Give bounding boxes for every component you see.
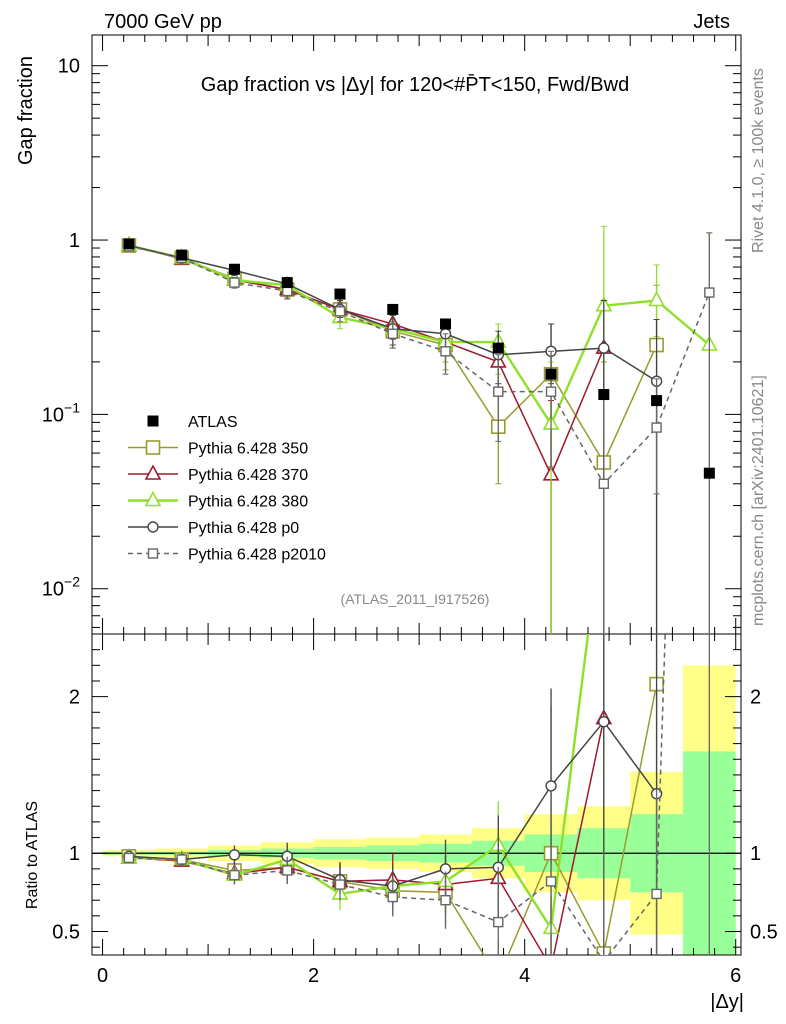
ratio-y-tick-label: 2 [69,687,80,709]
y-tick-label-base: 10 [42,579,64,601]
y-tick-label: 10 [58,56,80,78]
legend-label: Pythia 6.428 p2010 [188,547,326,564]
x-tick-label: 4 [519,965,530,987]
atlas-data-point [334,288,346,300]
legend-marker [147,521,159,533]
legend-marker [144,464,162,480]
ratio-data-point [492,972,505,985]
ratio-series-pythia-6-428-370 [120,634,613,973]
data-point [493,386,504,397]
data-point [648,290,665,307]
series-line [128,245,711,486]
x-tick-label: 0 [97,965,108,987]
ratio-plot-series [120,634,710,985]
x-tick-label: 2 [308,965,319,987]
ratio-y-axis-title: Ratio to ATLAS [24,801,41,909]
data-point [229,277,240,288]
y-tick-label-exponent: −1 [64,399,80,415]
atlas-data-point [228,263,240,275]
atlas-data-point [281,277,293,289]
legend-label: Pythia 6.428 p0 [188,520,299,537]
ratio-data-point [387,891,398,903]
ratio-data-point [598,715,610,728]
data-point [545,386,557,397]
legend-label: Pythia 6.428 350 [188,441,308,458]
main-y-axis-title: Gap fraction [15,56,37,165]
ratio-data-point [440,894,451,906]
ratio-data-point [334,879,346,890]
y-tick-label-exponent: −2 [64,574,80,590]
data-point [387,328,398,339]
ratio-y-tick-label-right: 1 [750,843,761,865]
rivet-version-label: Rivet 4.1.0, ≥ 100k events [750,68,767,253]
x-axis-title: |Δy| [710,991,744,1013]
main-plot-series [120,225,718,634]
legend-label: Pythia 6.428 370 [188,467,308,484]
y-tick-label-base: 10 [42,404,64,426]
atlas-data-point [703,467,715,479]
atlas-data-point [440,318,452,330]
legend-label: Pythia 6.428 380 [188,494,308,511]
ratio-data-point [493,916,504,928]
atlas-data-point [651,395,663,407]
atlas-data-point [492,342,504,354]
ratio-y-tick-label-right: 2 [750,687,761,709]
atlas-data-point [176,249,188,261]
data-point [598,342,610,354]
chart-title: Gap fraction vs |Δy| for 120<#P̄T<150, F… [201,73,629,96]
ratio-y-tick-label: 1 [69,843,80,865]
legend-marker [145,440,161,455]
energy-label: 7000 GeV pp [104,11,222,33]
series-pythia-6-428-370 [120,235,613,634]
atlas-data-point [545,368,557,380]
data-point [440,346,451,357]
legend-marker [147,548,159,559]
data-point [704,287,715,298]
y-tick-label: 1 [69,230,80,252]
ratio-data-point [651,888,662,900]
series-atlas [123,238,715,479]
ratio-plot-axes: 0.5 0.5 1 1 2 2 0 2 4 6 [52,633,778,987]
data-point [651,422,662,433]
process-label: Jets [693,11,730,33]
mcplots-credit-label: mcplots.cern.ch [arXiv:2401.10621] [750,375,767,626]
ratio-data-point [282,865,293,876]
y-tick-label: 10−1 [42,399,80,426]
data-point [334,306,346,317]
legend-marker [144,490,162,507]
ratio-data-point [545,780,557,792]
data-point [598,478,610,489]
atlas-data-point [123,238,135,250]
ratio-plot-frame [91,633,742,956]
atlas-data-point [387,303,399,315]
ratio-data-point [228,849,241,861]
ratio-data-point [176,854,187,865]
legend-atlas-marker [147,415,159,427]
ratio-data-point [545,876,557,887]
y-tick-label: 10−2 [42,574,80,601]
ratio-data-point [123,852,135,864]
ratio-series-line [128,634,590,932]
ratio-data-point [599,957,608,966]
atlas-data-point [598,389,610,401]
series-line [128,244,711,427]
ratio-uncertainty-bands [102,665,736,955]
analysis-id-label: (ATLAS_2011_I917526) [341,591,490,607]
ratio-y-tick-label-right: 0.5 [750,922,778,944]
legend-atlas-label: ATLAS [188,414,238,431]
ratio-data-point [544,960,558,973]
legend: ATLAS Pythia 6.428 350 Pythia 6.428 370 Pyt… [128,414,326,564]
y-tick-label-base: 10 [58,56,80,78]
y-tick-label-base: 1 [69,230,80,252]
ratio-series-pythia-6-428-p2010 [123,634,710,966]
x-tick-label: 6 [730,965,741,987]
ratio-data-point [229,869,240,881]
ratio-y-tick-label: 0.5 [52,922,80,944]
